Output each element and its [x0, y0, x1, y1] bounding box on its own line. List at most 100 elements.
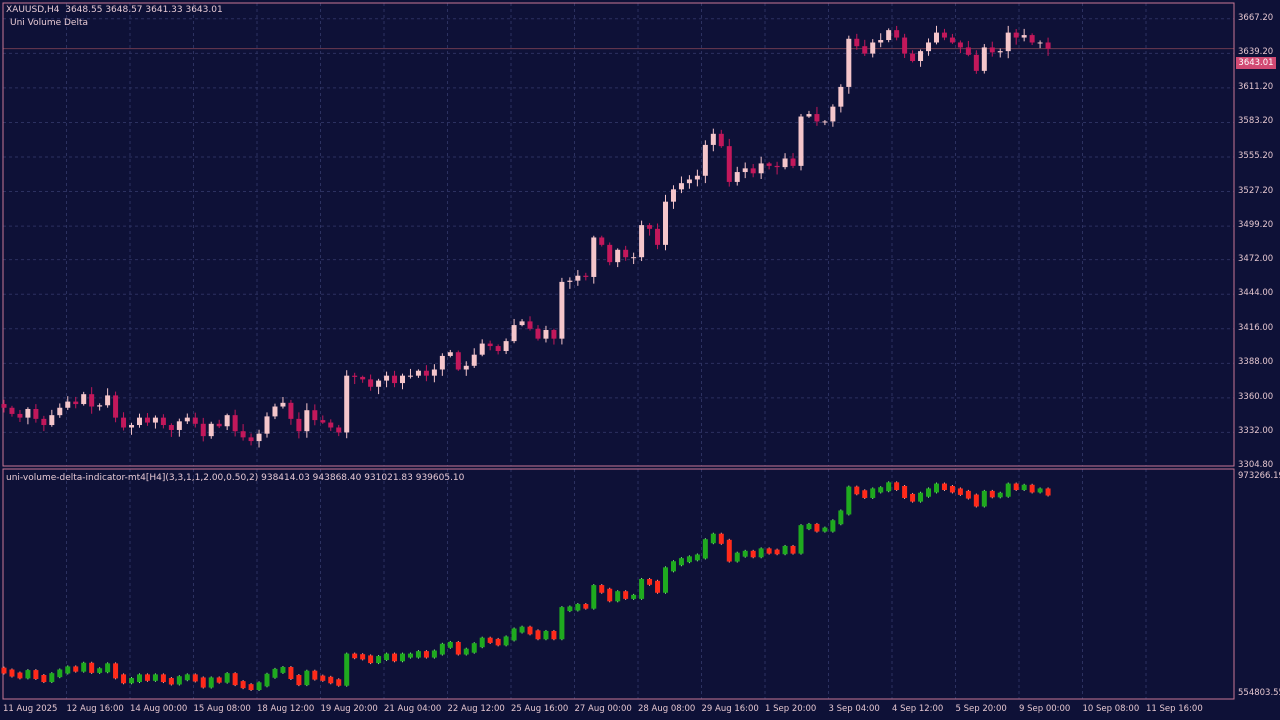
candle-body	[878, 40, 884, 43]
candle-body	[471, 354, 477, 366]
delta-bar	[989, 490, 995, 498]
delta-bar	[328, 676, 334, 684]
delta-bar	[232, 673, 238, 686]
candle-body	[256, 433, 262, 442]
candle-body	[65, 401, 71, 408]
volume-delta-series[interactable]	[1, 481, 1051, 691]
delta-bar	[981, 490, 987, 507]
delta-bar	[965, 490, 971, 499]
delta-bar	[487, 637, 493, 643]
ohlc-values: 3648.55 3648.57 3641.33 3643.01	[65, 5, 223, 15]
main-panel-frame	[2, 2, 1235, 467]
delta-bar	[933, 483, 939, 493]
delta-bar	[352, 653, 358, 659]
price-axis-label: 3472.00	[1238, 253, 1274, 264]
time-axis-label: 11 Aug 2025	[3, 704, 58, 714]
delta-bar	[33, 670, 39, 679]
delta-bar	[647, 578, 653, 585]
delta-bar	[224, 673, 230, 683]
candle-body	[463, 365, 469, 370]
time-axis-label: 27 Aug 00:00	[574, 704, 632, 714]
candle-body	[1021, 35, 1027, 38]
delta-bar	[694, 554, 700, 561]
delta-bar	[471, 643, 477, 653]
delta-bar	[240, 681, 246, 689]
candle-body	[312, 410, 318, 421]
delta-bar	[136, 674, 142, 683]
delta-bar	[192, 674, 198, 682]
candle-body	[487, 343, 493, 347]
candle-body	[376, 380, 382, 387]
candle-body	[567, 280, 573, 282]
candle-body	[1029, 35, 1035, 43]
candle-body	[910, 53, 916, 61]
delta-bar	[97, 668, 103, 673]
delta-bar	[1005, 483, 1011, 497]
candle-body	[89, 394, 95, 407]
candle-body	[41, 418, 47, 426]
candle-body	[742, 168, 748, 173]
delta-bar	[495, 638, 501, 646]
candle-body	[232, 415, 238, 432]
delta-bar	[447, 641, 453, 648]
candle-body	[973, 54, 979, 71]
candle-body	[949, 37, 955, 43]
time-axis-label: 3 Sep 04:00	[828, 704, 880, 714]
time-axis-label: 5 Sep 20:00	[955, 704, 1007, 714]
candle-body	[894, 30, 900, 38]
delta-bar	[439, 643, 445, 655]
candle-body	[447, 352, 453, 356]
candle-body	[17, 413, 23, 418]
delta-bar	[144, 674, 150, 681]
candle-body	[113, 395, 119, 418]
delta-bar	[631, 594, 637, 599]
candle-body	[957, 42, 963, 48]
delta-bar	[415, 651, 421, 658]
candle-body	[519, 321, 525, 326]
candlestick-series[interactable]	[1, 25, 1051, 448]
price-axis-label: 3360.00	[1238, 391, 1274, 402]
price-axis-label: 3388.00	[1238, 357, 1274, 368]
delta-bar	[607, 588, 613, 602]
delta-bar	[822, 527, 828, 532]
panel-frames	[2, 2, 1235, 700]
sub-axis-top-label: 973266.19	[1238, 471, 1280, 481]
price-axis-label: 3444.00	[1238, 288, 1274, 299]
delta-bar	[368, 655, 374, 664]
candle-body	[583, 275, 589, 277]
candle-body	[248, 437, 254, 442]
candle-body	[933, 32, 939, 43]
candle-body	[615, 249, 621, 263]
delta-bar	[766, 548, 772, 554]
candle-body	[575, 275, 581, 281]
delta-bar	[949, 486, 955, 493]
delta-bar	[814, 523, 820, 532]
delta-bar	[902, 486, 908, 498]
delta-bar	[423, 651, 429, 658]
delta-bar	[894, 482, 900, 490]
delta-bar	[686, 556, 692, 563]
delta-bar	[25, 670, 31, 679]
price-axis-label: 3611.20	[1238, 81, 1274, 92]
candle-body	[81, 394, 87, 405]
price-axis-label: 3667.20	[1238, 12, 1274, 23]
candle-body	[734, 172, 740, 182]
delta-bar	[997, 492, 1003, 498]
delta-bar	[511, 628, 517, 641]
price-axis-label: 3639.20	[1238, 47, 1274, 58]
delta-bar	[407, 653, 413, 658]
delta-bar	[168, 678, 174, 685]
candle-body	[527, 321, 533, 329]
candle-body	[320, 420, 326, 423]
candle-body	[886, 30, 892, 41]
candle-body	[176, 421, 182, 430]
candle-body	[631, 257, 637, 259]
delta-bar	[519, 626, 525, 633]
price-axis-label: 3332.00	[1238, 426, 1274, 437]
delta-bar	[798, 525, 804, 554]
candle-body	[766, 163, 772, 166]
delta-bar	[113, 663, 119, 679]
delta-bar	[248, 684, 254, 690]
candle-body	[439, 355, 445, 370]
